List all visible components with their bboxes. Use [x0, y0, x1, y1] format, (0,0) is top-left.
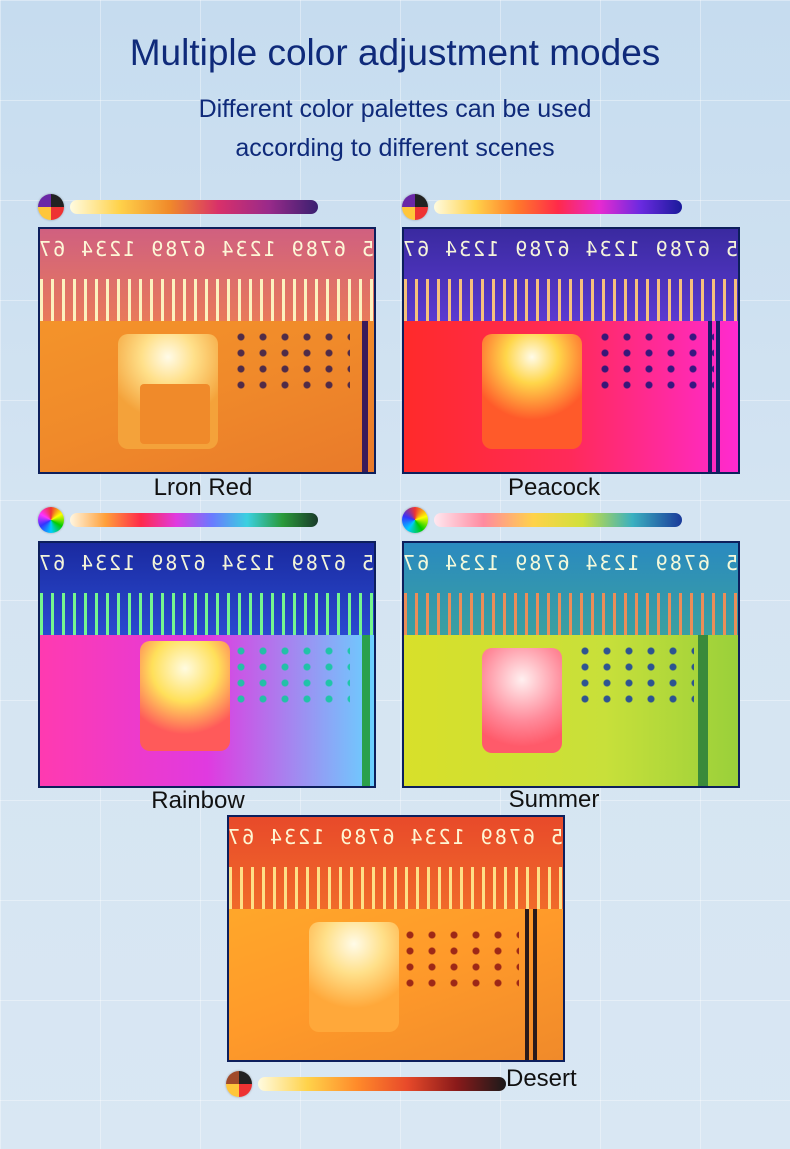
mode-label-desert: Desert [506, 1065, 577, 1092]
gradient-bar [434, 513, 682, 527]
mode-label-peacock: Peacock [507, 474, 601, 501]
ruler-numbers: 5 6789 1234 6789 1234 6789 1234 67 [227, 825, 563, 849]
subtitle-line-1: Different color palettes can be used [198, 95, 592, 123]
ruler-numbers: 5 6789 1234 6789 1234 6789 1234 67 [402, 237, 738, 261]
palette-wheel-icon [226, 1071, 252, 1097]
mode-label-rainbow: Rainbow [151, 787, 245, 814]
thermal-image-rainbow: 5 6789 1234 6789 1234 6789 1234 67 [38, 541, 376, 788]
palette-wheel-icon [402, 507, 428, 533]
page-subtitle: Different color palettes can be used acc… [0, 90, 790, 168]
ruler-numbers: 5 6789 1234 6789 1234 6789 1234 67 [402, 551, 738, 575]
ruler-numbers: 5 6789 1234 6789 1234 6789 1234 67 [38, 551, 374, 575]
palette-bar-peacock [402, 194, 692, 222]
gradient-bar [258, 1077, 506, 1091]
thermal-image-desert: 5 6789 1234 6789 1234 6789 1234 67 [227, 815, 565, 1062]
ruler-numbers: 5 6789 1234 6789 1234 6789 1234 67 [38, 237, 374, 261]
palette-bar-rainbow [38, 507, 328, 535]
subtitle-line-2: according to different scenes [235, 134, 555, 162]
page-title: Multiple color adjustment modes [129, 32, 661, 73]
mode-label-iron-red: Lron Red [153, 474, 253, 501]
palette-wheel-icon [402, 194, 428, 220]
palette-bar-iron-red [38, 194, 328, 222]
palette-wheel-icon [38, 507, 64, 533]
thermal-image-iron-red: 5 6789 1234 6789 1234 6789 1234 67 [38, 227, 376, 474]
thermal-image-summer: 5 6789 1234 6789 1234 6789 1234 67 [402, 541, 740, 788]
palette-bar-summer [402, 507, 692, 535]
gradient-bar [434, 200, 682, 214]
palette-wheel-icon [38, 194, 64, 220]
thermal-image-peacock: 5 6789 1234 6789 1234 6789 1234 67 [402, 227, 740, 474]
gradient-bar [70, 513, 318, 527]
mode-label-summer: Summer [508, 786, 600, 813]
palette-bar-desert [226, 1071, 516, 1099]
gradient-bar [70, 200, 318, 214]
